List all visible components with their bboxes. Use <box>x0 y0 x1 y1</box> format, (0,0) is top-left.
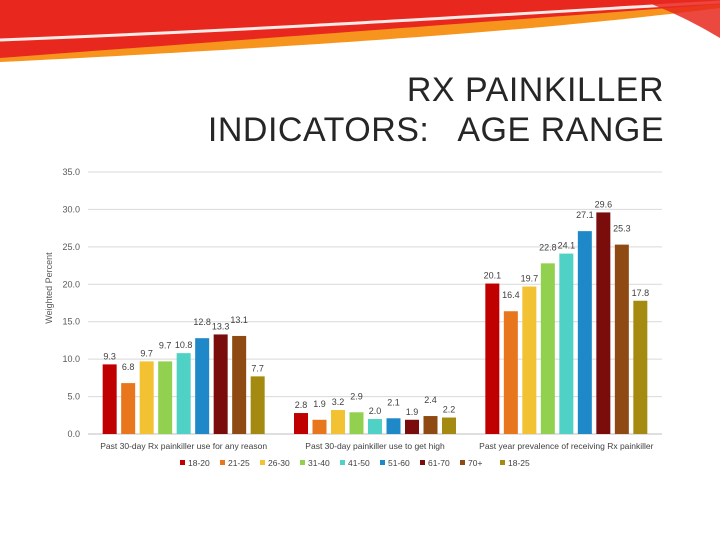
bar-21-25 <box>121 383 136 434</box>
data-label: 27.1 <box>576 210 594 220</box>
legend-swatch <box>420 460 425 465</box>
bar-18-25 <box>633 300 648 434</box>
data-label: 12.8 <box>193 317 211 327</box>
decorative-swoosh <box>0 0 720 62</box>
bar-31-40 <box>349 412 364 434</box>
legend-swatch <box>220 460 225 465</box>
swoosh-highlight <box>0 0 720 42</box>
data-label: 7.7 <box>251 363 264 373</box>
data-label: 2.8 <box>295 400 308 410</box>
legend-label: 61-70 <box>428 458 450 468</box>
data-label: 22.8 <box>539 242 557 252</box>
legend-label: 18-25 <box>508 458 530 468</box>
bar-31-40 <box>158 361 173 434</box>
legend-swatch <box>380 460 385 465</box>
slide-title-line-1: RX PAINKILLER <box>406 71 664 109</box>
data-label: 13.3 <box>212 321 230 331</box>
bar-18-20 <box>102 364 117 434</box>
bar-41-50 <box>368 419 382 434</box>
y-tick-label: 10.0 <box>62 354 80 364</box>
legend-label: 21-25 <box>228 458 250 468</box>
data-label: 24.1 <box>558 241 576 251</box>
bar-26-30 <box>331 410 345 434</box>
legend-swatch <box>460 460 465 465</box>
legend: 18-20 21-25 26-30 31-40 41-50 51-60 61-70 70+ 18… <box>180 458 530 468</box>
swoosh-red-band <box>0 0 720 58</box>
data-label: 16.4 <box>502 290 520 300</box>
bar-51-60 <box>386 418 401 434</box>
data-label: 2.0 <box>369 406 382 416</box>
y-tick-label: 30.0 <box>62 204 80 214</box>
y-tick-label: 25.0 <box>62 242 80 252</box>
bar-61-70 <box>596 212 611 434</box>
bar-26-30 <box>139 361 154 434</box>
legend-swatch <box>260 460 265 465</box>
bar-18-25 <box>442 417 456 434</box>
data-label: 9.7 <box>140 348 153 358</box>
bar-70+ <box>423 416 438 434</box>
legend-label: 70+ <box>468 458 482 468</box>
category-label: Past 30-day painkiller use to get high <box>305 441 445 451</box>
y-tick-label: 20.0 <box>62 279 80 289</box>
bars <box>102 212 648 434</box>
data-label: 10.8 <box>175 340 193 350</box>
legend-label: 41-50 <box>348 458 370 468</box>
bar-18-20 <box>485 283 500 434</box>
y-axis-ticks: 0.0 5.0 10.0 15.0 20.0 25.0 30.0 35.0 <box>62 167 80 439</box>
legend-label: 31-40 <box>308 458 330 468</box>
bar-41-50 <box>559 253 574 434</box>
bar-31-40 <box>540 263 555 434</box>
y-tick-label: 15.0 <box>62 317 80 327</box>
data-label: 1.9 <box>313 399 326 409</box>
bar-51-60 <box>577 231 592 434</box>
y-tick-label: 5.0 <box>67 392 80 402</box>
bar-18-25 <box>250 376 265 434</box>
data-label: 25.3 <box>613 224 631 234</box>
y-axis-label: Weighted Percent <box>44 252 54 324</box>
data-label: 17.8 <box>632 288 650 298</box>
legend-label: 26-30 <box>268 458 290 468</box>
bar-61-70 <box>213 334 228 434</box>
data-label: 2.9 <box>350 391 363 401</box>
bar-18-20 <box>294 413 308 434</box>
legend-swatch <box>180 460 185 465</box>
data-label: 3.2 <box>332 397 345 407</box>
swoosh-right-flare <box>640 0 720 38</box>
data-label: 19.7 <box>521 274 539 284</box>
category-label: Past 30-day Rx painkiller use for any re… <box>100 441 267 451</box>
bar-21-25 <box>503 311 518 434</box>
legend-label: 51-60 <box>388 458 410 468</box>
data-label: 2.4 <box>424 395 437 405</box>
bar-21-25 <box>312 419 327 434</box>
category-labels: Past 30-day Rx painkiller use for any re… <box>100 441 653 451</box>
bar-41-50 <box>176 353 191 434</box>
bar-70+ <box>614 244 629 434</box>
y-tick-label: 0.0 <box>67 429 80 439</box>
bar-chart: 0.0 5.0 10.0 15.0 20.0 25.0 30.0 35.0 Weighted … <box>44 167 662 468</box>
bar-70+ <box>232 335 247 434</box>
slide-title: RX PAINKILLER INDICATORS: AGE RANGE <box>104 70 664 150</box>
legend-swatch <box>300 460 305 465</box>
data-label: 2.2 <box>443 405 456 415</box>
legend-label: 18-20 <box>188 458 210 468</box>
legend-swatch <box>500 460 505 465</box>
category-label: Past year prevalence of receiving Rx pai… <box>479 441 654 451</box>
data-label: 2.1 <box>387 397 400 407</box>
bar-61-70 <box>405 419 419 434</box>
bar-26-30 <box>522 286 537 434</box>
data-label: 29.6 <box>595 199 613 209</box>
data-label: 13.1 <box>230 315 248 325</box>
data-label: 6.8 <box>122 362 135 372</box>
data-label: 9.3 <box>103 351 116 361</box>
data-label: 20.1 <box>484 271 502 281</box>
slide-title-line-2: INDICATORS: AGE RANGE <box>207 111 664 149</box>
data-label: 9.7 <box>159 340 172 350</box>
bar-51-60 <box>195 338 210 434</box>
legend-swatch <box>340 460 345 465</box>
data-labels: 9.36.89.79.7 10.812.8 13.313.17.72.8 1.9 3.2… <box>103 199 649 416</box>
y-tick-label: 35.0 <box>62 167 80 177</box>
data-label: 1.9 <box>406 407 419 417</box>
